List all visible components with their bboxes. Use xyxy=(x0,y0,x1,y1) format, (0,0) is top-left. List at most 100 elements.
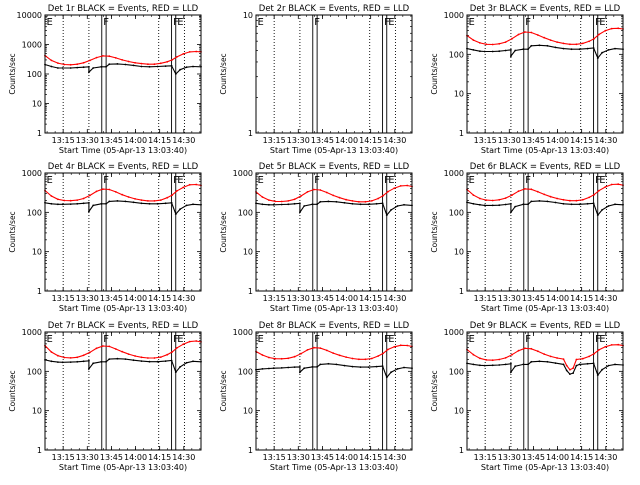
series-lld-point xyxy=(268,199,270,202)
series-events-point xyxy=(82,360,85,363)
series-events-point xyxy=(396,205,399,207)
series-lld-point xyxy=(140,356,143,359)
series-events-point xyxy=(614,203,616,206)
series-lld-point xyxy=(134,61,137,64)
series-events-point xyxy=(88,71,90,74)
series-lld-point xyxy=(57,62,59,64)
series-events-point xyxy=(562,202,565,205)
series-events-point xyxy=(514,205,517,208)
series-lld-point xyxy=(581,198,584,201)
series-events-point xyxy=(116,357,119,360)
x-tick-label: 13:30 xyxy=(287,294,310,303)
plot-frame xyxy=(466,172,624,292)
panel-det-2: Det 2r BLACK = Events, RED = LLD 1 10 13:15… xyxy=(219,4,413,155)
series-events-point xyxy=(179,208,182,211)
series-lld-point xyxy=(171,59,174,61)
x-tick-label: 14:15 xyxy=(148,294,171,303)
series-events-point xyxy=(88,65,90,68)
flag-label: E xyxy=(388,175,394,186)
series-lld-point xyxy=(69,357,72,359)
series-lld-point xyxy=(300,195,302,197)
series-events-point xyxy=(530,44,533,47)
y-tick-label: 100 xyxy=(449,208,464,217)
series-events-point xyxy=(385,214,388,217)
series-events-point xyxy=(479,364,481,367)
y-tick-label: 10 xyxy=(243,248,253,257)
panel-title: Det 8r BLACK = Events, RED = LLD xyxy=(259,321,410,331)
flag-label: E xyxy=(388,17,394,28)
x-tick-label: 13:30 xyxy=(287,136,310,145)
series-lld-point xyxy=(530,347,533,350)
series-lld-point xyxy=(338,196,341,199)
series-lld-point xyxy=(319,347,322,349)
y-tick-label: 1 xyxy=(459,129,464,138)
series-lld-point xyxy=(377,355,380,357)
series-lld-point xyxy=(562,198,565,201)
panel-title: Det 6r BLACK = Events, RED = LLD xyxy=(470,162,621,172)
series-events-point xyxy=(148,202,151,205)
series-events-point xyxy=(319,200,322,203)
series-events-point xyxy=(170,359,173,362)
series-lld-point xyxy=(491,199,494,202)
series-lld-point xyxy=(332,352,335,354)
x-tick-label: 14:15 xyxy=(570,294,593,303)
series-events-point xyxy=(156,202,159,205)
series-lld-point xyxy=(195,340,198,342)
flag-label: F xyxy=(314,175,320,186)
series-lld-point xyxy=(549,355,552,358)
series-lld-point xyxy=(588,355,591,358)
series-events-point xyxy=(156,65,159,68)
x-tick-label: 13:45 xyxy=(100,136,123,145)
plot-frame xyxy=(44,172,202,292)
series-lld-point xyxy=(604,345,607,348)
series-lld-point xyxy=(325,349,328,352)
series-events-point xyxy=(170,201,173,204)
series-events-point xyxy=(498,364,501,366)
x-tick-label: 14:15 xyxy=(570,136,593,145)
series-lld-point xyxy=(63,356,66,359)
x-tick-label: 14:30 xyxy=(172,453,195,462)
series-events-point xyxy=(546,360,549,363)
panel-det-8: Det 8r BLACK = Events, RED = LLD 1 10 100 10… xyxy=(219,321,413,472)
series-events-point xyxy=(522,48,525,51)
flag-label: E xyxy=(177,17,183,28)
series-events-point xyxy=(82,202,85,205)
series-events-point xyxy=(510,211,512,214)
series-events-point xyxy=(554,46,557,49)
y-tick-label: 100 xyxy=(27,208,42,217)
series-lld-point xyxy=(504,41,507,43)
series-lld-point xyxy=(511,194,513,197)
flag-label: E xyxy=(599,334,605,345)
x-tick-label: 13:15 xyxy=(263,136,286,145)
x-axis-label: Start Time (05-Apr-13 13:03:40) xyxy=(59,463,187,472)
series-events-point xyxy=(562,363,565,366)
panel-title: Det 2r BLACK = Events, RED = LLD xyxy=(259,4,410,14)
x-axis-label: Start Time (05-Apr-13 13:03:40) xyxy=(481,304,609,313)
x-tick-label: 14:00 xyxy=(124,294,147,303)
series-events-point xyxy=(522,363,525,366)
series-lld-point xyxy=(351,200,354,202)
series-lld-point xyxy=(610,27,613,30)
series-lld-point xyxy=(69,63,72,66)
series-lld-point xyxy=(95,190,98,193)
flag-label: F xyxy=(384,175,390,186)
series-events-point xyxy=(57,203,59,206)
y-tick-label: 1 xyxy=(459,446,464,455)
series-events-point xyxy=(498,204,501,207)
series-events-point xyxy=(280,203,283,206)
series-lld-point xyxy=(114,191,117,193)
series-events-point xyxy=(185,66,188,69)
series-events-point xyxy=(522,203,525,206)
series-lld-point xyxy=(569,368,571,371)
series-events-point xyxy=(498,50,501,53)
y-tick-label: 1000 xyxy=(444,328,464,337)
x-tick-label: 13:45 xyxy=(100,453,123,462)
series-lld-point xyxy=(588,196,591,199)
flag-label: E xyxy=(469,175,475,186)
series-lld-point xyxy=(102,55,104,57)
y-axis-label: Counts/sec xyxy=(219,53,228,94)
series-events-point xyxy=(343,364,346,367)
series-events-point xyxy=(132,359,135,362)
series-events-point xyxy=(351,202,354,205)
panel-title: Det 3r BLACK = Events, RED = LLD xyxy=(470,4,621,14)
